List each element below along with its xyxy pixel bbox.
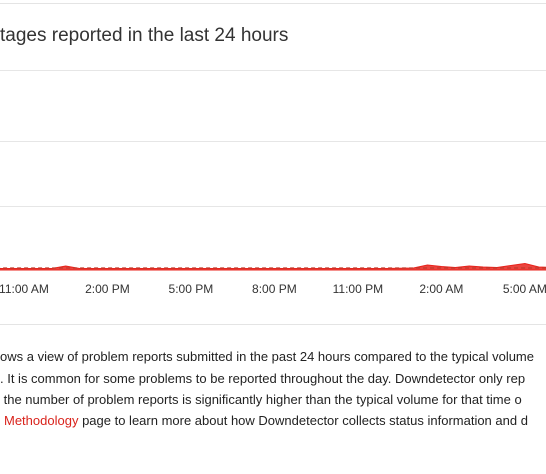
description-line: the number of problem reports is signifi…: [0, 392, 522, 407]
x-tick-label: 11:00 AM: [0, 282, 49, 296]
description-line: . It is common for some problems to be r…: [0, 371, 526, 386]
x-tick-label: 2:00 PM: [85, 282, 130, 296]
chart-title: tages reported in the last 24 hours: [0, 25, 288, 46]
x-tick-label: 2:00 AM: [419, 282, 463, 296]
description-line: Methodology page to learn more about how…: [4, 413, 528, 428]
area: [0, 262, 546, 271]
x-tick-label: 5:00 AM: [503, 282, 546, 296]
x-tick-label: 5:00 PM: [169, 282, 214, 296]
description-text: page to learn more about how Downdetecto…: [78, 413, 528, 428]
x-tick-label: 8:00 PM: [252, 282, 297, 296]
chart: tages reported in the last 24 hours 11:0…: [0, 3, 546, 325]
x-tick-label: 11:00 PM: [333, 282, 383, 296]
description-line: ows a view of problem reports submitted …: [0, 349, 534, 364]
methodology-link[interactable]: Methodology: [4, 413, 79, 428]
